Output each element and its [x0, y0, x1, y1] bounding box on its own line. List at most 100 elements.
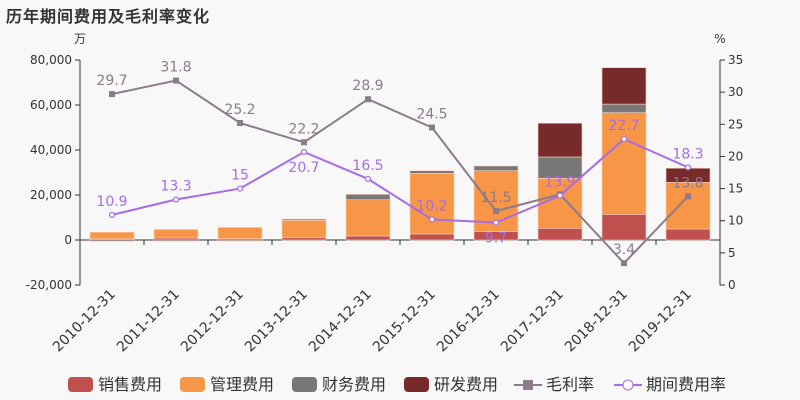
data-label: 13.8 [672, 175, 703, 191]
marker-毛利率 [365, 96, 371, 103]
right-tick-label: 20 [728, 149, 743, 163]
right-tick-label: 5 [728, 246, 736, 260]
legend-swatch [68, 377, 93, 392]
legend-label: 销售费用 [98, 375, 162, 394]
x-tick-label: 2013-12-31 [242, 287, 311, 356]
chart-title: 历年期间费用及毛利率变化 [6, 7, 211, 26]
bar-财务费用 [217, 239, 263, 242]
bar-财务费用 [601, 103, 647, 113]
right-tick-label: 30 [728, 85, 743, 99]
marker-期间费用率 [236, 185, 244, 192]
left-tick-label: 60,000 [30, 98, 72, 112]
x-tick-label: 2016-12-31 [434, 287, 503, 356]
bar-财务费用 [409, 170, 455, 174]
marker-期间费用率 [108, 211, 116, 219]
bar-财务费用 [281, 218, 327, 221]
bar-研发费用 [537, 122, 583, 158]
data-label: 15 [231, 168, 249, 184]
left-tick-label: 80,000 [30, 53, 72, 67]
x-tick-label: 2018-12-31 [562, 287, 631, 356]
data-label: 13.3 [160, 179, 191, 195]
data-label: 25.2 [224, 102, 255, 118]
marker-期间费用率 [364, 175, 372, 183]
legend-marker [622, 379, 634, 391]
bar-管理费用 [409, 173, 455, 235]
marker-毛利率 [429, 124, 435, 131]
line-期间费用率 [111, 137, 689, 224]
bar-财务费用 [153, 239, 199, 242]
right-tick-label: 35 [728, 53, 743, 67]
left-tick-label: 20,000 [30, 188, 72, 202]
bar-销售费用 [281, 237, 327, 241]
right-tick-label: 0 [728, 278, 736, 292]
legend-swatch [292, 377, 317, 392]
right-tick-label: 10 [728, 214, 743, 228]
x-tick-label: 2017-12-31 [498, 287, 567, 356]
legend-marker [523, 380, 533, 390]
x-tick-label: 2015-12-31 [370, 287, 439, 356]
x-tick-label: 2011-12-31 [114, 287, 183, 356]
x-tick-label: 2012-12-31 [178, 287, 247, 356]
marker-期间费用率 [492, 219, 500, 226]
bar-研发费用 [601, 67, 647, 105]
bar-管理费用 [601, 112, 647, 215]
bar-财务费用 [89, 239, 135, 242]
marker-毛利率 [301, 139, 307, 146]
right-tick-label: 25 [728, 117, 743, 131]
data-label: 9.7 [485, 231, 507, 247]
bar-销售费用 [345, 235, 391, 241]
data-label: 16.5 [352, 158, 383, 174]
bar-管理费用 [537, 178, 583, 229]
bar-管理费用 [153, 229, 199, 239]
data-label: 22.2 [288, 121, 319, 137]
legend-swatch [404, 377, 429, 392]
bar-管理费用 [345, 199, 391, 237]
data-label: 11.5 [480, 190, 511, 206]
marker-毛利率 [493, 208, 499, 215]
data-label: 31.8 [160, 60, 191, 76]
bar-销售费用 [153, 237, 199, 241]
right-axis-unit: % [714, 32, 725, 46]
data-label: 20.7 [288, 160, 319, 176]
data-label: 28.9 [352, 78, 383, 94]
data-label: 18.3 [672, 146, 703, 162]
bar-销售费用 [537, 228, 583, 241]
data-label: 13.9 [544, 175, 575, 191]
marker-期间费用率 [172, 196, 180, 203]
data-label: 22.7 [608, 118, 639, 134]
marker-毛利率 [621, 260, 627, 267]
bar-销售费用 [665, 228, 711, 241]
marker-期间费用率 [300, 148, 308, 156]
left-tick-label: 0 [64, 233, 72, 247]
marker-毛利率 [685, 193, 691, 200]
legend-label: 研发费用 [434, 375, 498, 394]
bar-管理费用 [89, 231, 135, 240]
marker-毛利率 [173, 77, 179, 84]
bar-管理费用 [665, 182, 711, 230]
marker-期间费用率 [620, 135, 628, 143]
legend-label: 财务费用 [322, 375, 386, 394]
line-毛利率 [111, 79, 689, 265]
marker-毛利率 [237, 120, 243, 126]
marker-期间费用率 [556, 192, 564, 199]
x-tick-label: 2019-12-31 [626, 287, 695, 356]
right-tick-label: 15 [728, 182, 743, 196]
bar-销售费用 [409, 233, 455, 241]
data-label: 10.2 [416, 198, 447, 214]
legend-label: 毛利率 [546, 375, 594, 394]
legend-swatch [180, 377, 205, 392]
legend-label: 管理费用 [210, 375, 274, 394]
x-tick-label: 2014-12-31 [306, 287, 375, 356]
bar-销售费用 [601, 214, 647, 241]
data-label: 29.7 [96, 73, 127, 89]
bar-财务费用 [345, 194, 391, 201]
data-label: 24.5 [416, 107, 447, 123]
x-tick-label: 2010-12-31 [50, 287, 119, 356]
data-label: 10.9 [96, 194, 127, 210]
left-tick-label: 40,000 [30, 143, 72, 157]
left-tick-label: -20,000 [26, 278, 72, 292]
legend-label: 期间费用率 [646, 375, 726, 394]
bar-管理费用 [281, 220, 327, 239]
